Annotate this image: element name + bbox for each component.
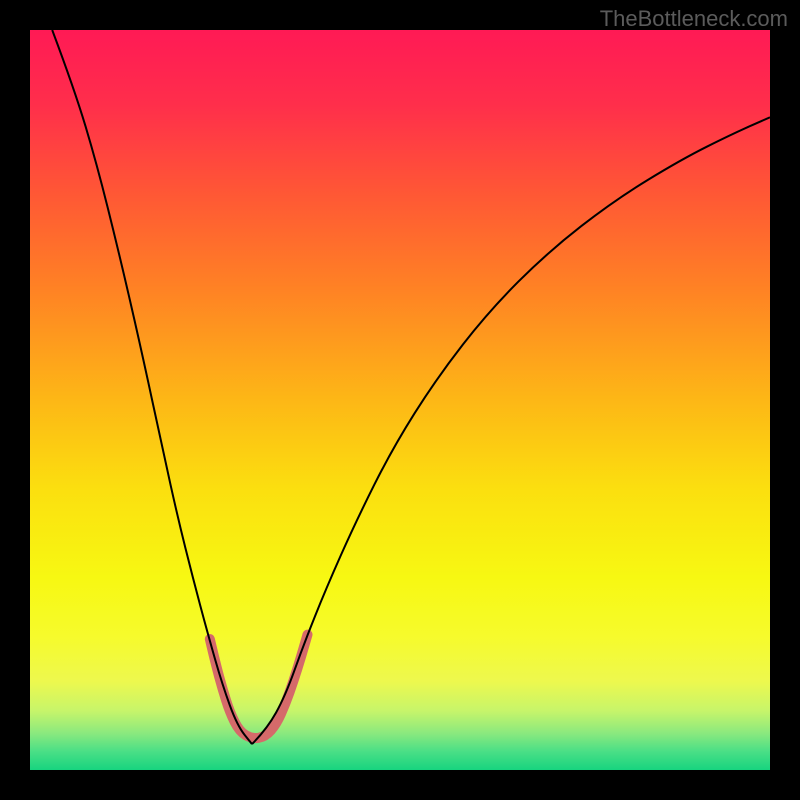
curve-layer — [30, 30, 770, 770]
valley-marker — [210, 635, 308, 738]
watermark-text: TheBottleneck.com — [600, 6, 788, 32]
plot-area — [30, 30, 770, 770]
curve-right-branch — [252, 117, 770, 744]
chart-frame: TheBottleneck.com — [0, 0, 800, 800]
curve-left-branch — [52, 30, 252, 744]
